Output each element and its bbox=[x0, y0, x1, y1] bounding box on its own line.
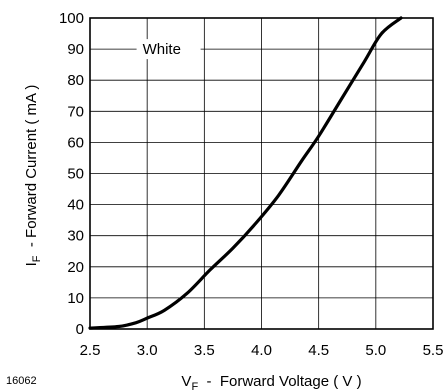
y-tick-label: 50 bbox=[67, 166, 84, 183]
y-tick-label: 90 bbox=[67, 41, 84, 58]
grid bbox=[90, 18, 433, 329]
y-tick-label: 40 bbox=[67, 197, 84, 214]
plot-frame bbox=[89, 17, 434, 330]
x-tick-label: 4.0 bbox=[251, 342, 272, 359]
x-tick-label: 2.5 bbox=[80, 342, 101, 359]
legend-background bbox=[136, 39, 201, 60]
legend-label-white: White bbox=[143, 41, 181, 58]
x-axis-label: VF - Forward Voltage ( V ) bbox=[181, 373, 361, 392]
y-tick-label: 60 bbox=[67, 134, 84, 151]
x-axis-label-subscript: F bbox=[191, 381, 198, 392]
y-axis-label: IF - Forward Current ( mA ) bbox=[23, 85, 43, 267]
figure-id: 16062 bbox=[6, 375, 37, 387]
series-line-white bbox=[88, 16, 403, 330]
y-tick-label: 0 bbox=[76, 321, 84, 338]
axis-ticks: 2.5 3.0 3.5 4.0 4.5 5.0 5.5 0 10 20 30 40 50 60 70 80 90… bbox=[59, 10, 443, 359]
y-tick-label: 80 bbox=[67, 72, 84, 89]
x-tick-label: 5.0 bbox=[365, 342, 386, 359]
x-axis-label-main: V bbox=[181, 373, 191, 390]
x-tick-label: 4.5 bbox=[308, 342, 329, 359]
y-tick-label: 70 bbox=[67, 103, 84, 120]
y-axis-label-main: I bbox=[23, 262, 40, 266]
x-tick-label: 5.5 bbox=[423, 342, 444, 359]
y-tick-label: 30 bbox=[67, 228, 84, 245]
y-tick-label: 20 bbox=[67, 259, 84, 276]
x-axis-label-rest: - Forward Voltage ( V ) bbox=[198, 373, 361, 390]
x-tick-label: 3.5 bbox=[194, 342, 215, 359]
y-axis-label-rest: - Forward Current ( mA ) bbox=[23, 85, 40, 256]
series-layer bbox=[88, 16, 403, 330]
x-tick-label: 3.0 bbox=[137, 342, 158, 359]
y-axis-label-subscript: F bbox=[31, 255, 43, 262]
y-tick-label: 100 bbox=[59, 10, 84, 27]
y-tick-label: 10 bbox=[67, 290, 84, 307]
